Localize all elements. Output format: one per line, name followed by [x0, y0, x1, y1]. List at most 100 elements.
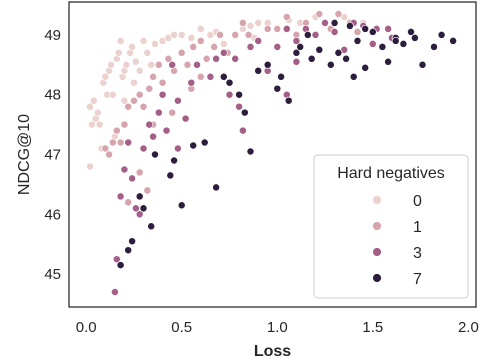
data-point-series-7: [410, 33, 419, 42]
data-point-series-1: [216, 30, 224, 39]
data-point-series-1: [196, 72, 205, 81]
data-point-series-7: [263, 60, 272, 69]
data-point-series-1: [183, 60, 192, 69]
data-point-series-7: [430, 42, 438, 51]
data-point-series-7: [189, 141, 198, 150]
data-point-series-7: [391, 36, 400, 45]
data-point-series-7: [166, 171, 175, 180]
legend-box: [313, 154, 469, 299]
data-point-series-0: [114, 48, 123, 57]
data-point-series-7: [273, 84, 282, 93]
data-point-series-3: [321, 18, 329, 27]
legend-marker-3: [372, 247, 382, 257]
data-point-series-0: [107, 60, 115, 69]
data-point-series-0: [86, 102, 94, 111]
data-point-series-0: [254, 18, 263, 27]
data-point-series-0: [89, 96, 98, 105]
x-tick-label: 0.0: [76, 319, 97, 336]
data-point-series-3: [254, 36, 263, 45]
data-point-series-0: [101, 72, 110, 81]
data-point-series-0: [130, 78, 138, 87]
y-tick-label: 46: [44, 206, 61, 223]
y-tick-labels: 45 46 47 48 49: [44, 27, 61, 283]
y-tick-label: 48: [44, 87, 61, 104]
data-point-series-1: [130, 96, 138, 105]
data-point-series-3: [131, 204, 140, 213]
x-tick-labels: 0.0 0.5 1.0 1.5 2.0: [76, 319, 479, 336]
data-point-series-1: [196, 36, 205, 45]
data-point-series-1: [108, 138, 117, 147]
legend-label-1: 1: [413, 219, 422, 236]
data-point-series-1: [164, 54, 173, 63]
data-point-series-3: [292, 36, 301, 45]
data-point-series-1: [112, 126, 121, 135]
data-point-series-0: [116, 36, 125, 45]
data-point-series-7: [315, 45, 324, 54]
data-point-series-3: [193, 60, 201, 69]
data-point-series-1: [168, 108, 177, 117]
data-point-series-1: [135, 90, 144, 99]
data-point-series-1: [353, 27, 362, 36]
data-point-series-3: [135, 210, 144, 219]
data-point-series-7: [334, 48, 343, 57]
x-tick-label: 1.5: [362, 319, 383, 336]
data-point-series-3: [139, 144, 148, 153]
data-point-series-3: [154, 108, 163, 117]
legend-title: Hard negatives: [337, 165, 445, 182]
data-point-series-1: [210, 42, 219, 51]
data-point-series-7: [361, 63, 370, 72]
data-point-series-1: [244, 30, 253, 39]
data-point-series-1: [135, 168, 144, 177]
data-point-series-3: [311, 30, 320, 39]
data-point-series-0: [139, 36, 148, 45]
data-point-series-1: [105, 150, 114, 159]
data-point-series-7: [399, 39, 408, 48]
legend: Hard negatives 0 1 3 7: [313, 154, 469, 299]
data-point-series-7: [292, 48, 301, 57]
y-axis-label: NDCG@10: [16, 114, 33, 195]
data-point-series-7: [200, 138, 209, 147]
points-layer: [86, 10, 458, 296]
data-point-series-0: [122, 60, 131, 69]
data-point-series-7: [246, 147, 255, 156]
data-point-series-1: [202, 54, 211, 63]
plot-frame: [68, 1, 477, 308]
legend-marker-1: [372, 221, 382, 231]
data-point-series-3: [181, 114, 190, 123]
data-point-series-7: [254, 66, 263, 75]
data-point-series-7: [124, 246, 133, 255]
data-point-series-3: [158, 90, 167, 99]
data-point-series-7: [151, 150, 159, 159]
data-point-series-0: [143, 48, 152, 57]
x-axis-label: Loss: [254, 343, 291, 358]
data-point-series-0: [177, 30, 186, 39]
data-point-series-3: [231, 54, 240, 63]
x-tick-label: 0.5: [171, 319, 192, 336]
data-point-series-7: [240, 108, 249, 117]
data-point-series-3: [124, 138, 133, 147]
data-point-series-1: [149, 72, 158, 81]
data-point-series-3: [292, 57, 301, 66]
data-point-series-3: [238, 126, 247, 135]
data-point-series-0: [187, 33, 196, 42]
data-point-series-3: [112, 255, 121, 264]
data-point-series-3: [145, 120, 154, 129]
data-point-series-7: [449, 36, 458, 45]
data-point-series-7: [212, 183, 221, 192]
data-point-series-1: [263, 24, 272, 33]
data-point-series-1: [124, 102, 133, 111]
data-point-series-7: [296, 42, 305, 51]
data-point-series-0: [219, 39, 228, 48]
legend-label-0: 0: [413, 193, 422, 210]
data-point-series-1: [177, 48, 186, 57]
data-point-series-7: [177, 201, 186, 210]
data-point-series-3: [120, 165, 129, 174]
data-point-series-3: [173, 96, 182, 105]
data-point-series-7: [418, 60, 427, 69]
data-point-series-3: [187, 78, 196, 87]
data-point-series-7: [235, 90, 244, 99]
data-point-series-0: [135, 66, 144, 75]
data-point-series-0: [93, 108, 102, 117]
y-tick-label: 45: [44, 266, 61, 283]
data-point-series-3: [219, 48, 228, 57]
